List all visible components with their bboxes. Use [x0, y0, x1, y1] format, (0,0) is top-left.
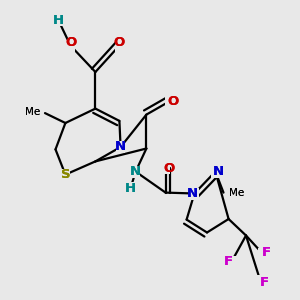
- Text: Me: Me: [230, 188, 244, 198]
- Text: F: F: [260, 276, 269, 289]
- Bar: [61, 169, 70, 181]
- Text: H: H: [125, 182, 136, 195]
- Text: N: N: [186, 187, 198, 200]
- Bar: [66, 40, 75, 52]
- Bar: [190, 188, 199, 200]
- Text: O: O: [167, 95, 178, 108]
- Text: N: N: [115, 140, 126, 154]
- Text: Me: Me: [25, 106, 40, 117]
- Text: H: H: [53, 14, 64, 27]
- Text: N: N: [186, 187, 198, 200]
- Text: F: F: [262, 245, 271, 259]
- Text: N: N: [115, 140, 126, 154]
- Text: N: N: [213, 165, 224, 178]
- Text: F: F: [260, 276, 269, 289]
- Text: N: N: [130, 165, 141, 178]
- Bar: [54, 14, 63, 26]
- Text: F: F: [224, 255, 233, 268]
- Text: F: F: [262, 245, 271, 259]
- Text: O: O: [114, 36, 125, 49]
- Bar: [115, 40, 124, 52]
- Text: O: O: [65, 36, 76, 49]
- Text: N: N: [213, 165, 224, 178]
- Text: Me: Me: [25, 106, 40, 117]
- Text: S: S: [61, 168, 70, 181]
- Text: Me: Me: [230, 188, 244, 198]
- Text: H: H: [125, 182, 136, 195]
- Bar: [165, 95, 174, 107]
- Bar: [116, 141, 125, 153]
- Text: O: O: [65, 36, 76, 49]
- Text: O: O: [167, 95, 178, 108]
- Bar: [131, 166, 140, 178]
- Text: N: N: [130, 165, 141, 178]
- Text: O: O: [163, 161, 174, 175]
- Bar: [227, 256, 236, 268]
- Text: O: O: [163, 161, 174, 175]
- Bar: [258, 248, 267, 260]
- Bar: [211, 166, 220, 178]
- Bar: [126, 182, 135, 194]
- Text: H: H: [53, 14, 64, 27]
- Bar: [161, 162, 170, 174]
- Bar: [256, 275, 265, 287]
- Text: O: O: [114, 36, 125, 49]
- Text: S: S: [61, 168, 70, 181]
- Text: F: F: [224, 255, 233, 268]
